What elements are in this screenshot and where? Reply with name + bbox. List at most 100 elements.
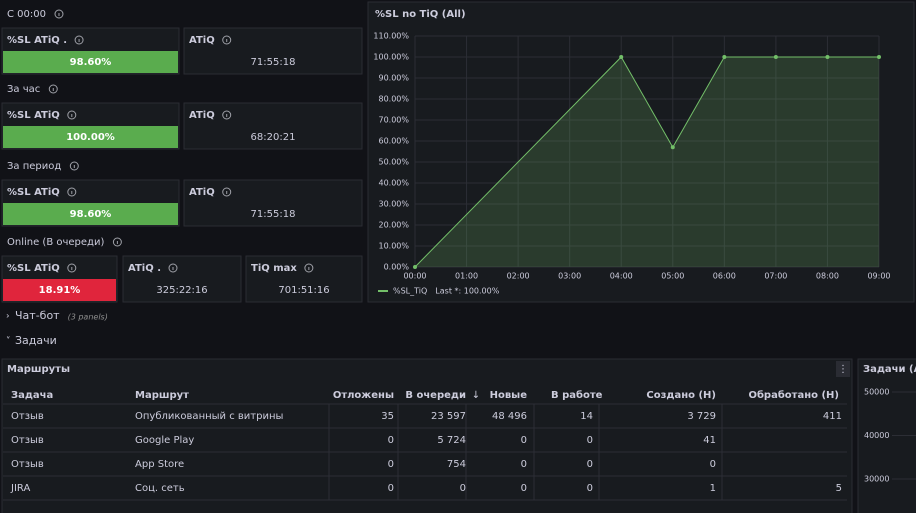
menu-icon: ⋮	[838, 364, 848, 375]
info-icon[interactable]	[69, 161, 79, 171]
y-tick-label: 50000	[864, 388, 889, 397]
table-cell: Google Play	[135, 435, 194, 446]
section-title: За период	[7, 161, 61, 172]
stat-value: 68:20:21	[251, 132, 296, 143]
table-cell: 0	[710, 459, 716, 470]
info-icon[interactable]	[67, 263, 77, 273]
table-cell: Соц. сеть	[135, 483, 185, 494]
column-header[interactable]: Обработано (Н)	[748, 389, 839, 401]
table-cell: Отзыв	[11, 459, 44, 470]
y-tick-label: 50.00%	[378, 158, 409, 167]
table-cell: 0	[521, 483, 527, 494]
table-cell: 0	[388, 459, 394, 470]
table-cell: 5 724	[437, 435, 466, 446]
column-header[interactable]: Новые	[490, 390, 528, 401]
x-tick-label: 04:00	[610, 272, 633, 281]
y-tick-label: 10.00%	[378, 242, 409, 251]
table-cell: 754	[447, 459, 466, 470]
y-tick-label: 100.00%	[373, 53, 409, 62]
point	[773, 55, 778, 59]
stat-value: 98.60%	[70, 57, 112, 68]
stat-panel	[183, 27, 363, 75]
info-icon[interactable]	[67, 187, 77, 197]
info-icon[interactable]	[304, 263, 314, 273]
x-tick-label: 01:00	[455, 272, 478, 281]
y-tick-label: 90.00%	[378, 74, 409, 83]
table-cell: 5	[836, 483, 842, 494]
x-tick-label: 06:00	[713, 272, 736, 281]
x-tick-label: 07:00	[764, 272, 787, 281]
sort-icon: ↓	[472, 390, 480, 401]
row-title[interactable]: Чат-бот	[15, 309, 60, 322]
stat-panel	[183, 179, 363, 227]
chart-title: %SL no TiQ (All)	[375, 9, 466, 20]
y-tick-label: 70.00%	[378, 116, 409, 125]
column-header[interactable]: Создано (Н)	[646, 390, 716, 401]
info-icon[interactable]	[54, 9, 64, 19]
table-cell: App Store	[135, 459, 184, 470]
stat-value: 325:22:16	[156, 285, 207, 296]
table-cell: 411	[823, 411, 842, 422]
info-icon[interactable]	[222, 187, 232, 197]
stat-title: ATiQ	[189, 35, 215, 46]
x-tick-label: 02:00	[507, 272, 530, 281]
table-cell: Отзыв	[11, 411, 44, 422]
table-cell: Опубликованный с витрины	[135, 411, 283, 422]
stat-panel	[183, 102, 363, 150]
section-title: С 00:00	[7, 9, 46, 20]
row-title[interactable]: Задачи	[15, 334, 57, 347]
table-cell: JIRA	[10, 483, 30, 494]
info-icon[interactable]	[222, 110, 232, 120]
info-icon[interactable]	[48, 84, 58, 94]
point	[825, 55, 830, 59]
stat-value: 18.91%	[39, 285, 81, 296]
legend-label[interactable]: %SL_TiQ	[393, 287, 427, 296]
info-icon[interactable]	[222, 35, 232, 45]
stat-value-bg	[3, 203, 178, 225]
table-cell: 0	[388, 483, 394, 494]
table-cell: 1	[710, 483, 716, 494]
stat-value: 701:51:16	[278, 285, 329, 296]
stat-panel	[122, 255, 242, 303]
series-area	[415, 57, 879, 267]
stat-value-bg	[3, 279, 116, 301]
stat-value: 100.00%	[66, 132, 115, 143]
row-note: (3 panels)	[68, 313, 108, 322]
stat-value: 98.60%	[70, 209, 112, 220]
column-header[interactable]: Задача	[11, 390, 53, 401]
info-icon[interactable]	[74, 35, 84, 45]
x-tick-label: 05:00	[661, 272, 684, 281]
side-title: Задачи (All	[863, 364, 916, 375]
x-tick-label: 03:00	[558, 272, 581, 281]
point	[619, 55, 624, 59]
point	[722, 55, 727, 59]
y-tick-label: 80.00%	[378, 95, 409, 104]
info-icon[interactable]	[67, 110, 77, 120]
y-tick-label: 0.00%	[384, 263, 410, 272]
table-cell: 0	[587, 459, 593, 470]
stat-title: %SL ATiQ	[7, 110, 60, 121]
x-tick-label: 09:00	[867, 272, 890, 281]
y-tick-label: 40.00%	[378, 179, 409, 188]
info-icon[interactable]	[112, 237, 122, 247]
column-header[interactable]: Маршрут	[135, 390, 189, 401]
column-header[interactable]: Отложены	[333, 390, 394, 401]
table-cell: 0	[521, 459, 527, 470]
stat-title: %SL ATiQ	[7, 187, 60, 198]
table-cell: 0	[587, 483, 593, 494]
stat-title: TiQ max	[251, 263, 297, 274]
column-header[interactable]: В работе	[551, 389, 603, 401]
section-title: За час	[7, 84, 40, 95]
info-icon[interactable]	[168, 263, 178, 273]
row-chevron: ˅	[6, 337, 11, 347]
stat-title: %SL ATiQ .	[7, 35, 67, 46]
table-cell: 3 729	[687, 411, 716, 422]
stat-value-bg	[3, 51, 178, 73]
stat-value-bg	[3, 126, 178, 148]
y-tick-label: 30.00%	[378, 200, 409, 209]
menu-button[interactable]	[836, 361, 850, 377]
table-panel	[1, 358, 853, 513]
column-header[interactable]: В очереди	[405, 390, 466, 401]
stat-title: ATiQ	[189, 187, 215, 198]
